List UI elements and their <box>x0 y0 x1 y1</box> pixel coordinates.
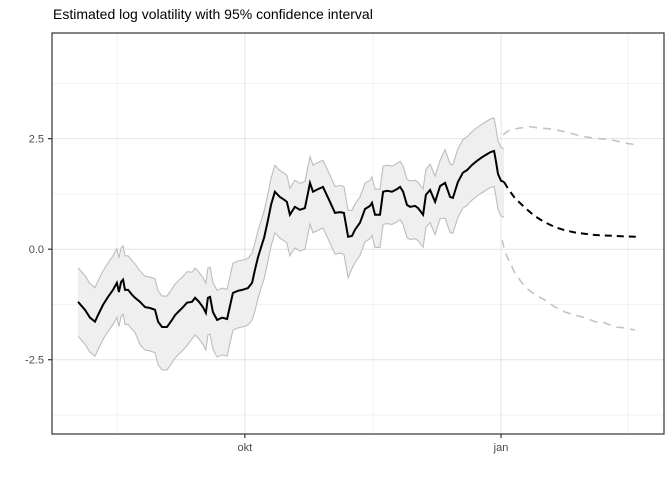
forecast-ci-upper-line <box>502 125 638 146</box>
volatility-line <box>77 149 505 328</box>
ci-ribbon-lower-edge <box>77 185 505 371</box>
ci-ribbon-upper-edge <box>77 117 505 297</box>
x-axis-tick-label: jan <box>493 442 509 454</box>
panel-border <box>51 32 665 435</box>
chart-title: Estimated log volatility with 95% confid… <box>53 6 373 22</box>
forecast-line <box>503 181 636 238</box>
x-axis-tick-label: okt <box>238 442 253 454</box>
y-axis-tick-label: 2.5 <box>29 134 44 146</box>
forecast-ci-lower-line <box>501 239 636 331</box>
y-axis-tick-label: 0.0 <box>29 244 44 256</box>
y-axis-tick-label: -2.5 <box>25 355 44 367</box>
